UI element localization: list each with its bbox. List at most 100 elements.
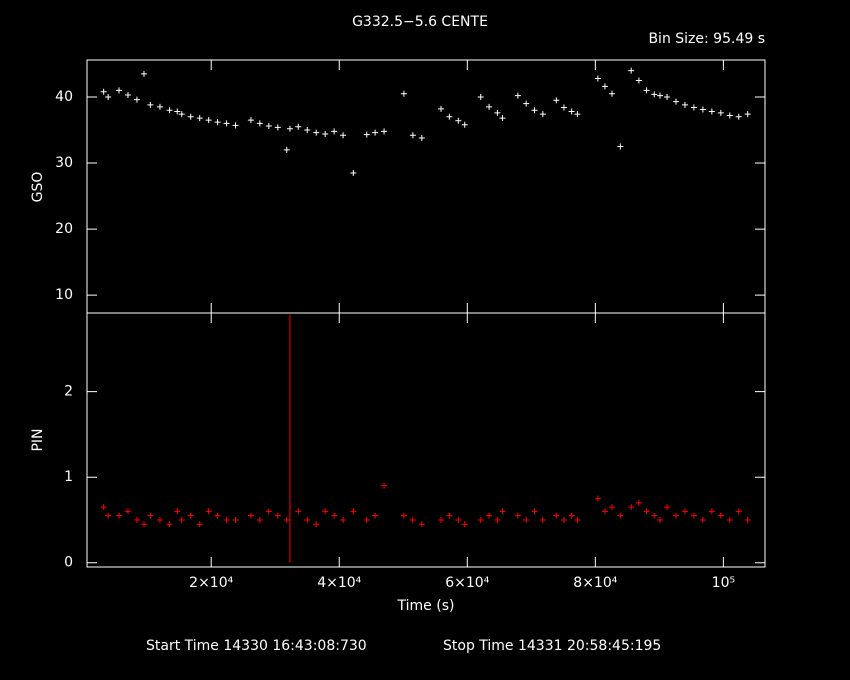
data-point [196,115,203,122]
data-point [494,109,501,116]
data-point [726,516,733,523]
data-point [256,516,263,523]
panel-frame [86,59,766,314]
data-point [699,516,706,523]
data-point [594,75,601,82]
data-point [744,111,751,118]
data-point [628,67,635,74]
data-point [174,508,181,515]
data-point [196,521,203,528]
data-point [499,508,506,515]
data-point [205,508,212,515]
data-point [313,129,320,136]
data-point [553,512,560,519]
data-point [124,508,131,515]
data-point [499,115,506,122]
data-point [681,508,688,515]
data-point [418,134,425,141]
data-point [340,516,347,523]
y-tick-label: 10 [55,287,73,303]
panel-frame [86,312,766,568]
data-point [699,106,706,113]
data-point [455,117,462,124]
data-point [363,131,370,138]
data-point [283,146,290,153]
data-point [105,93,112,100]
data-point [651,91,658,98]
data-point [446,512,453,519]
data-point [340,132,347,139]
data-point [178,516,185,523]
data-point [232,516,239,523]
x-tick-label: 8×10⁴ [573,575,617,591]
data-point [166,107,173,114]
data-point [651,512,658,519]
data-point [717,512,724,519]
data-point [363,516,370,523]
data-point [409,516,416,523]
data-point [568,108,575,115]
data-point [574,111,581,118]
data-point [477,516,484,523]
y-tick-label: 20 [55,221,73,237]
data-point [628,504,635,511]
data-point [381,482,388,489]
y-axis-label: GSO [30,172,46,203]
y-axis-label: PIN [30,428,46,451]
y-tick-label: 40 [55,89,73,105]
data-point [313,521,320,528]
data-point [265,123,272,130]
data-point [455,516,462,523]
data-point [322,508,329,515]
data-point [187,113,194,120]
data-point [635,77,642,84]
data-point [409,132,416,139]
data-point [477,93,484,100]
data-point [514,92,521,99]
data-point [568,512,575,519]
data-point [690,512,697,519]
data-point [744,516,751,523]
data-point [304,516,311,523]
data-point [178,111,185,118]
data-point [438,516,445,523]
data-point [673,98,680,105]
data-point [608,90,615,97]
x-tick-label: 6×10⁴ [445,575,489,591]
data-point [673,512,680,519]
data-point [295,508,302,515]
data-point [553,97,560,104]
data-point [726,112,733,119]
data-point [657,516,664,523]
x-tick-label: 10⁵ [712,575,735,591]
chart-title: G332.5−5.6 CENTE [352,14,488,30]
start-time: Start Time 14330 16:43:08:730 [146,638,367,654]
x-tick-label: 2×10⁴ [189,575,233,591]
data-point [350,169,357,176]
data-point [400,90,407,97]
data-point [331,128,338,135]
stop-time: Stop Time 14331 20:58:45:195 [443,638,661,654]
data-point [560,104,567,111]
data-point [105,512,112,519]
y-tick-label: 30 [55,155,73,171]
data-point [539,111,546,118]
y-tick-label: 0 [64,555,73,571]
data-point [601,508,608,515]
data-point [214,512,221,519]
data-point [331,512,338,519]
y-tick-label: 1 [64,469,73,485]
data-point [166,521,173,528]
data-point [133,96,140,103]
data-point [214,119,221,126]
y-tick-label: 2 [64,384,73,400]
data-point [494,516,501,523]
data-point [690,104,697,111]
data-point [133,516,140,523]
data-point [717,109,724,116]
data-point [156,516,163,523]
data-point [322,130,329,137]
bin-size: Bin Size: 95.49 s [648,31,765,47]
data-point [601,83,608,90]
data-point [247,512,254,519]
